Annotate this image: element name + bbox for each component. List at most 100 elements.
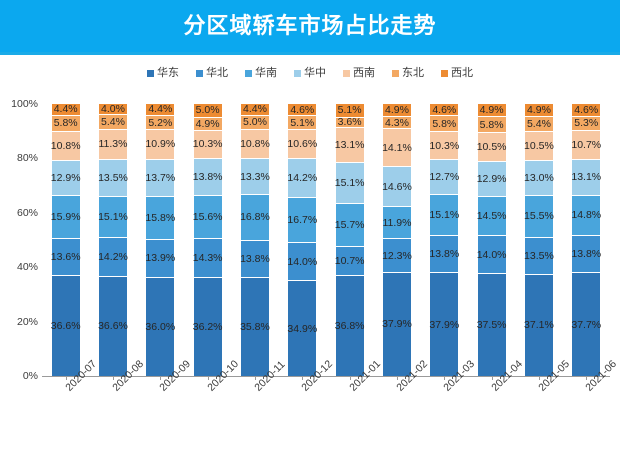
bar-segment-华中[interactable]: 12.9%	[477, 161, 507, 197]
bar-segment-东北[interactable]: 5.0%	[240, 115, 269, 130]
bar-segment-华南[interactable]: 16.7%	[287, 197, 317, 244]
bar-segment-华东[interactable]: 36.6%	[98, 276, 128, 376]
bar-segment-华南[interactable]: 15.1%	[98, 196, 128, 238]
bar-column[interactable]: 4.6% 5.8% 10.3% 12.7% 15.1% 13.8% 37.9%	[429, 104, 459, 376]
bar-segment-东北[interactable]: 4.3%	[382, 117, 411, 129]
bar-segment-华南[interactable]: 15.8%	[145, 196, 175, 240]
legend-item-东北[interactable]: 东北	[392, 67, 424, 79]
bar-column[interactable]: 4.4% 5.8% 10.8% 12.9% 15.9% 13.6% 36.6%	[51, 104, 81, 376]
bar-segment-华南[interactable]: 14.5%	[477, 196, 507, 237]
legend-item-华东[interactable]: 华东	[147, 67, 179, 79]
bar-segment-东北[interactable]: 5.1%	[288, 116, 317, 131]
bar-segment-西北[interactable]: 4.0%	[98, 104, 127, 115]
bar-segment-华中[interactable]: 14.2%	[287, 159, 317, 198]
bar-segment-西南[interactable]: 10.8%	[51, 131, 81, 162]
bar-column[interactable]: 4.9% 5.8% 10.5% 12.9% 14.5% 14.0% 37.5%	[477, 104, 507, 376]
bar-segment-华东[interactable]: 36.0%	[145, 277, 175, 376]
bar-segment-华东[interactable]: 37.1%	[524, 274, 554, 376]
bar-segment-东北[interactable]: 5.8%	[430, 116, 459, 133]
bar-segment-华南[interactable]: 14.8%	[571, 195, 601, 236]
bar-segment-华中[interactable]: 12.9%	[51, 161, 81, 197]
legend-item-华中[interactable]: 华中	[294, 67, 326, 79]
bar-segment-西南[interactable]: 10.6%	[287, 130, 317, 160]
bar-segment-东北[interactable]: 5.4%	[98, 114, 127, 130]
bar-segment-华东[interactable]: 34.9%	[287, 281, 317, 376]
bar-segment-东北[interactable]: 5.2%	[146, 115, 175, 131]
bar-segment-西南[interactable]: 10.7%	[571, 130, 601, 160]
bar-segment-西南[interactable]: 10.9%	[145, 130, 175, 160]
bar-segment-华东[interactable]: 37.5%	[477, 274, 507, 376]
bar-segment-华北[interactable]: 14.2%	[98, 237, 128, 277]
bar-segment-华中[interactable]: 15.1%	[335, 163, 365, 205]
bar-column[interactable]: 4.9% 5.4% 10.5% 13.0% 15.5% 13.5% 37.1%	[524, 104, 554, 376]
bar-segment-西北[interactable]: 4.4%	[240, 104, 269, 116]
legend-item-西南[interactable]: 西南	[343, 67, 375, 79]
bar-column[interactable]: 5.1% 3.6% 13.1% 15.1% 15.7% 10.7% 36.8%	[335, 104, 365, 377]
bar-column[interactable]: 4.4% 5.2% 10.9% 13.7% 15.8% 13.9% 36.0%	[145, 104, 175, 376]
bar-column[interactable]: 4.4% 5.0% 10.8% 13.3% 16.8% 13.8% 35.8%	[240, 104, 270, 376]
bar-segment-华中[interactable]: 13.3%	[240, 158, 270, 196]
bar-segment-东北[interactable]: 5.8%	[477, 117, 506, 134]
bar-segment-华北[interactable]: 13.8%	[571, 235, 601, 274]
bar-column[interactable]: 4.9% 4.3% 14.1% 14.6% 11.9% 12.3% 37.9%	[382, 104, 412, 376]
bar-segment-华南[interactable]: 15.5%	[524, 195, 554, 239]
bar-segment-华东[interactable]: 37.9%	[382, 272, 412, 376]
bar-segment-西北[interactable]: 4.6%	[430, 104, 459, 117]
bar-segment-东北[interactable]: 4.9%	[193, 117, 222, 131]
bar-segment-华中[interactable]: 13.0%	[524, 160, 554, 196]
bar-segment-华北[interactable]: 13.6%	[51, 239, 81, 277]
bar-segment-华中[interactable]: 13.5%	[98, 160, 128, 197]
bar-segment-东北[interactable]: 5.8%	[51, 115, 80, 132]
bar-segment-华东[interactable]: 37.7%	[571, 273, 601, 376]
bar-segment-西南[interactable]: 14.1%	[382, 129, 412, 168]
bar-segment-华北[interactable]: 13.9%	[145, 239, 175, 278]
bar-segment-华南[interactable]: 15.1%	[429, 194, 459, 236]
bar-segment-东北[interactable]: 5.3%	[572, 116, 601, 131]
legend-item-西北[interactable]: 西北	[441, 67, 473, 79]
bar-segment-华中[interactable]: 13.1%	[571, 160, 601, 196]
bar-segment-华南[interactable]: 15.6%	[193, 196, 223, 239]
bar-segment-西北[interactable]: 5.0%	[193, 104, 222, 118]
bar-segment-西北[interactable]: 4.9%	[524, 104, 553, 118]
bar-segment-华中[interactable]: 14.6%	[382, 167, 412, 208]
bar-segment-西南[interactable]: 11.3%	[98, 129, 127, 161]
bar-segment-华南[interactable]: 16.8%	[240, 195, 270, 241]
bar-segment-华北[interactable]: 14.0%	[287, 243, 317, 282]
legend-item-华南[interactable]: 华南	[245, 67, 277, 79]
bar-column[interactable]: 4.0% 5.4% 11.3% 13.5% 15.1% 14.2% 36.6%	[98, 104, 128, 376]
bar-segment-华中[interactable]: 12.7%	[429, 160, 459, 195]
bar-segment-西南[interactable]: 10.5%	[477, 133, 507, 162]
bar-segment-华中[interactable]: 13.7%	[145, 159, 175, 197]
bar-segment-华北[interactable]: 14.0%	[477, 236, 507, 275]
bar-column[interactable]: 5.0% 4.9% 10.3% 13.8% 15.6% 14.3% 36.2%	[193, 104, 223, 376]
bar-segment-华东[interactable]: 37.9%	[429, 273, 459, 376]
bar-segment-西北[interactable]: 4.9%	[382, 104, 411, 118]
bar-segment-西南[interactable]: 10.8%	[240, 129, 270, 159]
bar-segment-西北[interactable]: 4.4%	[51, 104, 80, 116]
bar-segment-华东[interactable]: 35.8%	[240, 278, 270, 376]
bar-segment-华北[interactable]: 10.7%	[335, 246, 365, 276]
bar-segment-西北[interactable]: 4.4%	[146, 104, 175, 116]
bar-segment-西北[interactable]: 4.6%	[572, 104, 601, 117]
bar-segment-华北[interactable]: 13.8%	[429, 235, 459, 274]
bar-segment-华北[interactable]: 13.5%	[524, 238, 554, 275]
bar-segment-西南[interactable]: 10.3%	[193, 130, 223, 159]
bar-column[interactable]: 4.6% 5.3% 10.7% 13.1% 14.8% 13.8% 37.7%	[571, 104, 601, 376]
bar-segment-西北[interactable]: 5.1%	[335, 104, 364, 118]
bar-segment-西南[interactable]: 10.3%	[429, 132, 459, 161]
bar-segment-华东[interactable]: 36.8%	[335, 276, 365, 377]
bar-segment-华南[interactable]: 15.9%	[51, 196, 81, 240]
bar-segment-东北[interactable]: 5.4%	[524, 117, 553, 132]
bar-segment-西南[interactable]: 10.5%	[524, 132, 554, 161]
bar-segment-西北[interactable]: 4.6%	[288, 104, 317, 117]
bar-column[interactable]: 4.6% 5.1% 10.6% 14.2% 16.7% 14.0% 34.9%	[287, 104, 317, 376]
bar-segment-华北[interactable]: 13.8%	[240, 240, 270, 279]
bar-segment-西南[interactable]: 13.1%	[335, 127, 365, 164]
bar-segment-华南[interactable]: 11.9%	[382, 207, 411, 240]
bar-segment-华中[interactable]: 13.8%	[193, 158, 223, 197]
bar-segment-东北[interactable]: 3.6%	[335, 117, 364, 128]
bar-segment-华北[interactable]: 12.3%	[382, 239, 412, 273]
bar-segment-华东[interactable]: 36.6%	[51, 276, 81, 376]
legend-item-华北[interactable]: 华北	[196, 67, 228, 79]
bar-segment-华南[interactable]: 15.7%	[335, 204, 365, 247]
